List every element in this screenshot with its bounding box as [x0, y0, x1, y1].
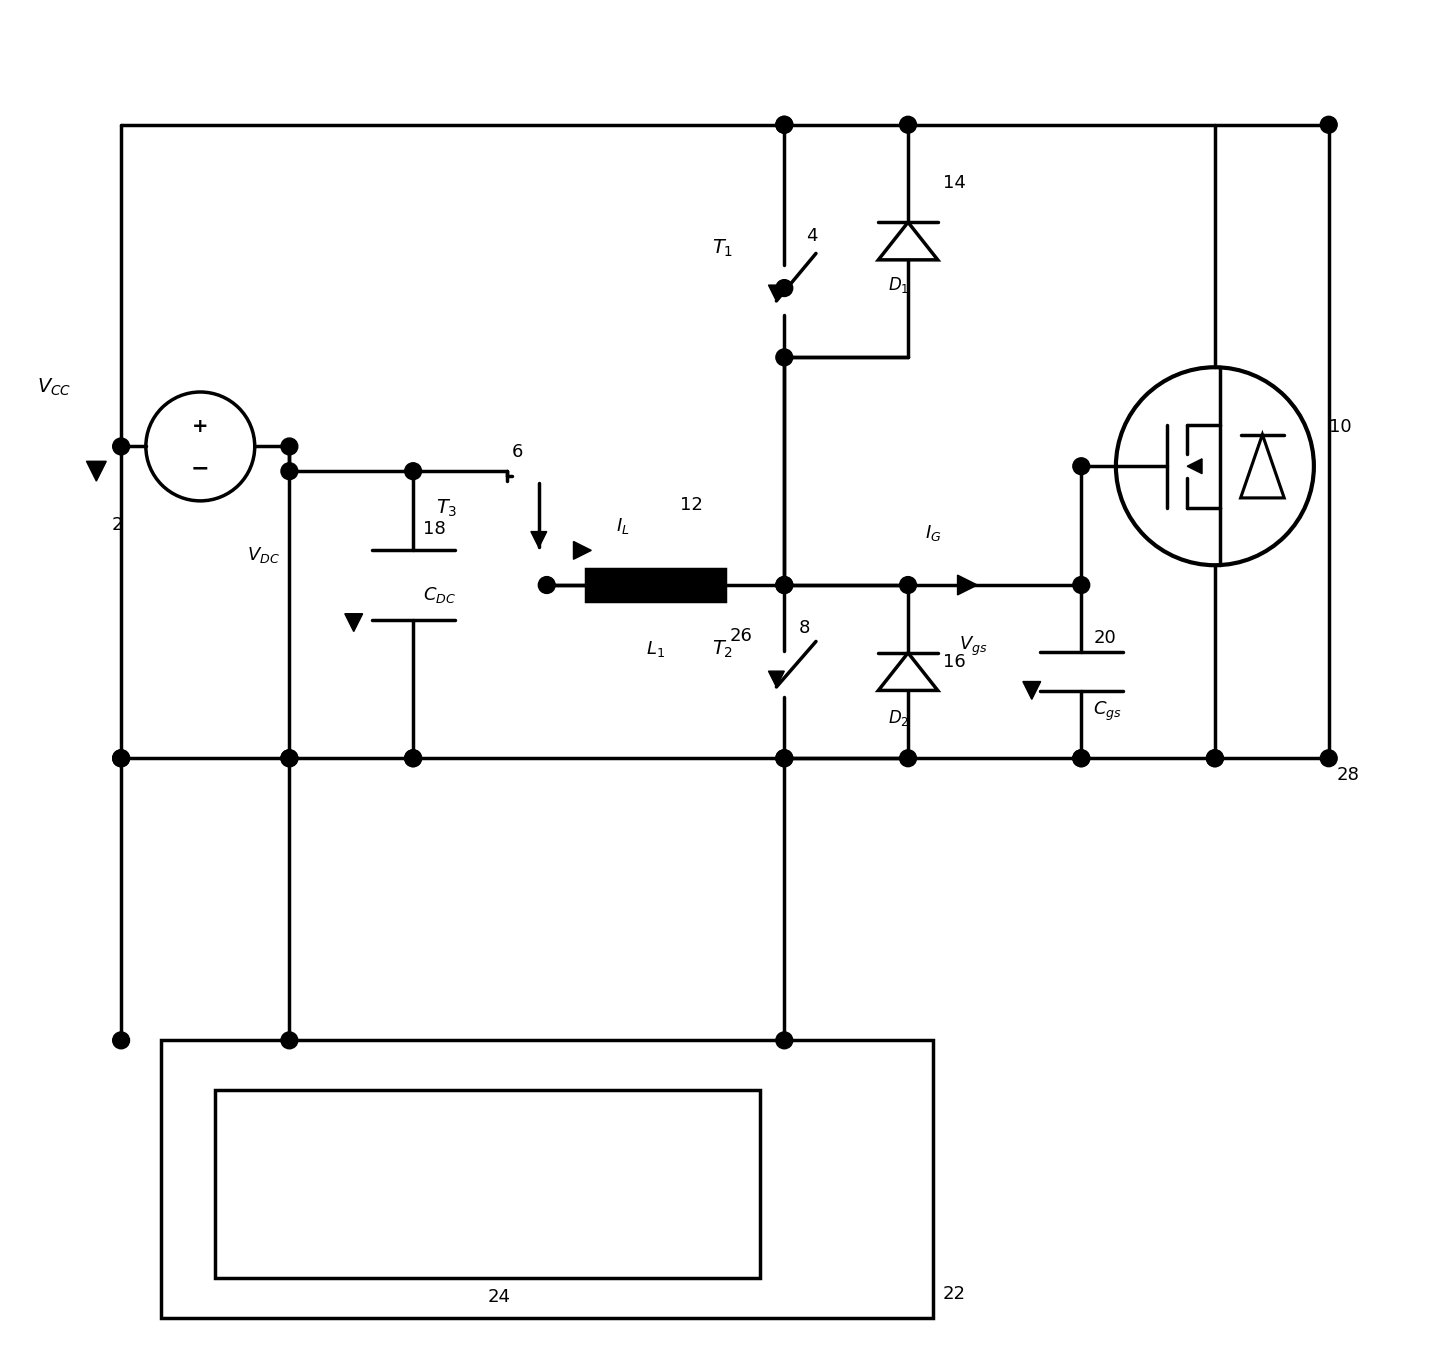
Polygon shape — [879, 653, 938, 690]
Polygon shape — [958, 575, 978, 596]
Polygon shape — [531, 531, 546, 548]
Circle shape — [776, 116, 793, 133]
Circle shape — [281, 438, 298, 455]
Text: 24: 24 — [488, 1288, 511, 1306]
Text: $T_1$: $T_1$ — [711, 238, 733, 259]
Text: $L_1$: $L_1$ — [647, 639, 665, 660]
Circle shape — [113, 438, 129, 455]
Text: $T_2$: $T_2$ — [711, 639, 733, 660]
Text: $I_L$: $I_L$ — [617, 516, 630, 535]
Polygon shape — [1240, 434, 1285, 498]
Text: $I_G$: $I_G$ — [925, 523, 941, 543]
Circle shape — [776, 116, 793, 133]
Text: $D_2$: $D_2$ — [888, 708, 909, 728]
Text: 4: 4 — [806, 227, 817, 245]
Circle shape — [899, 116, 916, 133]
Polygon shape — [1187, 459, 1202, 474]
Circle shape — [776, 1032, 793, 1049]
Polygon shape — [769, 671, 784, 687]
Text: 14: 14 — [942, 174, 965, 192]
Polygon shape — [344, 613, 363, 631]
Text: 10: 10 — [1329, 418, 1351, 435]
Text: −: − — [191, 459, 209, 478]
Circle shape — [113, 750, 129, 767]
Circle shape — [113, 750, 129, 767]
Polygon shape — [1022, 682, 1041, 700]
Circle shape — [404, 750, 422, 767]
Circle shape — [404, 750, 422, 767]
Text: $C_{DC}$: $C_{DC}$ — [423, 585, 456, 605]
Bar — [161, 1040, 932, 1317]
Polygon shape — [574, 542, 591, 560]
Circle shape — [776, 576, 793, 593]
Circle shape — [1321, 116, 1336, 133]
Text: $V_{gs}$: $V_{gs}$ — [958, 635, 987, 658]
Text: 26: 26 — [730, 627, 753, 645]
Text: 22: 22 — [942, 1284, 965, 1303]
Circle shape — [1073, 457, 1090, 475]
Circle shape — [281, 750, 298, 767]
Circle shape — [281, 1032, 298, 1049]
Bar — [587, 570, 726, 601]
Circle shape — [538, 576, 555, 593]
Text: 2: 2 — [112, 516, 123, 534]
Circle shape — [281, 463, 298, 479]
Text: 6: 6 — [512, 444, 523, 461]
Text: $T_3$: $T_3$ — [436, 498, 457, 519]
Circle shape — [776, 279, 793, 297]
Circle shape — [1206, 750, 1223, 767]
Text: 8: 8 — [799, 619, 810, 637]
Polygon shape — [769, 285, 784, 301]
Circle shape — [776, 576, 793, 593]
Polygon shape — [86, 461, 106, 481]
Text: $V_{CC}$: $V_{CC}$ — [37, 376, 72, 398]
Polygon shape — [879, 222, 938, 260]
Circle shape — [1206, 750, 1223, 767]
Circle shape — [1073, 750, 1090, 767]
Circle shape — [404, 463, 422, 479]
Circle shape — [1073, 750, 1090, 767]
Text: $D_1$: $D_1$ — [888, 275, 909, 294]
Text: 16: 16 — [942, 653, 965, 671]
Circle shape — [1073, 576, 1090, 593]
Circle shape — [776, 349, 793, 366]
Circle shape — [281, 750, 298, 767]
Circle shape — [776, 750, 793, 767]
Circle shape — [776, 750, 793, 767]
Text: 20: 20 — [1093, 628, 1116, 648]
Text: 18: 18 — [423, 520, 446, 538]
Circle shape — [899, 576, 916, 593]
Text: $V_{DC}$: $V_{DC}$ — [247, 545, 280, 565]
Circle shape — [1321, 750, 1336, 767]
Text: 12: 12 — [680, 496, 703, 513]
Text: $C_{gs}$: $C_{gs}$ — [1093, 700, 1121, 723]
Bar — [215, 1090, 760, 1277]
Circle shape — [113, 1032, 129, 1049]
Text: 28: 28 — [1336, 767, 1359, 784]
Circle shape — [899, 750, 916, 767]
Text: +: + — [192, 418, 208, 437]
